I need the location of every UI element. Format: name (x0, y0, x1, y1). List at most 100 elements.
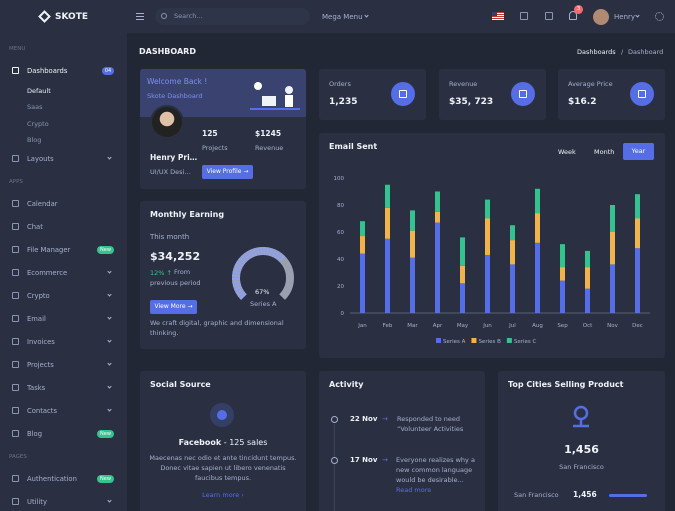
read-more-link[interactable]: Read more (396, 486, 432, 494)
bar-segment (585, 250, 590, 268)
activity-date: 17 Nov (350, 456, 378, 464)
x-tick-label: Feb (383, 323, 393, 329)
breadcrumb-item[interactable]: Dashboards (577, 48, 616, 56)
earning-gauge (232, 247, 294, 300)
nav-item[interactable]: Authentication (27, 474, 77, 483)
legend-label: Series B (478, 339, 501, 345)
nav-item[interactable]: Calendar (27, 199, 58, 208)
bar-segment (560, 280, 565, 313)
tab[interactable]: Week (558, 148, 576, 156)
bar-segment (385, 184, 390, 208)
activity-date: 22 Nov (350, 415, 378, 423)
nav-item[interactable]: File Manager (27, 245, 71, 254)
nav-item[interactable]: Contacts (27, 406, 57, 415)
bar-segment (585, 267, 590, 289)
bar-segment (385, 238, 390, 313)
bar-segment (610, 205, 615, 232)
legend-label: Series A (443, 339, 466, 345)
button-label: View Profile (206, 168, 242, 175)
x-tick-label: Sep (557, 323, 568, 329)
nav-item[interactable]: Email (27, 314, 46, 323)
nav-item[interactable]: Tasks (27, 383, 46, 392)
nav-item[interactable]: Layouts (27, 154, 54, 163)
x-tick-label: Dec (632, 323, 643, 329)
city-total: 1,456 (564, 443, 599, 456)
nav-badge: New (97, 245, 114, 254)
nav-badge: New (97, 429, 114, 438)
period-label: This month (150, 233, 190, 241)
nav-item[interactable]: Crypto (27, 291, 50, 300)
stat-value: $16.2 (568, 97, 597, 107)
button-label: View More (154, 303, 186, 310)
y-tick-label: 100 (334, 176, 345, 182)
x-tick-label: Jul (508, 323, 516, 329)
nav-icon (12, 268, 19, 276)
nav-icon (12, 199, 19, 207)
nav-subitem[interactable]: Default (27, 87, 51, 95)
mega-menu[interactable]: Mega Menu (322, 13, 363, 21)
nav-subitem[interactable]: Blog (27, 135, 42, 144)
city-progress (609, 494, 647, 497)
top-cities-card (498, 371, 665, 511)
sidebar-section-title: MENU (9, 46, 26, 52)
bar-segment (410, 210, 415, 231)
nav-item[interactable]: Ecommerce (27, 268, 68, 277)
view-more-button[interactable]: View More → (150, 300, 197, 314)
social-source-card (140, 371, 306, 511)
timeline-dot (331, 457, 338, 464)
card-title: Top Cities Selling Product (508, 380, 624, 389)
network-name: Facebook (178, 438, 222, 447)
activity-arrow: → (382, 456, 388, 464)
language-flag[interactable] (492, 12, 504, 20)
activity-text: Everyone realizes why a new common langu… (396, 455, 476, 495)
nav-subitem[interactable]: Saas (27, 103, 43, 112)
nav-item[interactable]: Projects (27, 360, 54, 369)
stat-label: Average Price (568, 80, 613, 88)
activity-text: Responded to need “Volunteer Activities (397, 415, 464, 433)
bar-segment (360, 221, 365, 237)
y-tick-label: 40 (337, 257, 344, 263)
menu-toggle[interactable] (136, 13, 144, 20)
nav-icon (12, 337, 19, 345)
bar-segment (535, 213, 540, 243)
revenue-label: Revenue (255, 144, 284, 152)
link-label[interactable]: Learn more (202, 491, 240, 499)
apps-icon[interactable] (520, 12, 528, 20)
bar-segment (485, 254, 490, 313)
nav-item[interactable]: Dashboards (27, 67, 68, 75)
user-avatar[interactable] (593, 9, 609, 25)
settings-icon[interactable] (655, 12, 664, 21)
nav-badge: 04 (102, 67, 114, 75)
search-box[interactable] (155, 8, 310, 25)
nav-icon (12, 291, 19, 299)
nav-icon (12, 154, 19, 162)
bar-segment (560, 267, 565, 281)
y-tick-label: 0 (341, 311, 345, 317)
y-tick-label: 20 (337, 284, 344, 290)
nav-item[interactable]: Blog (27, 429, 43, 438)
bar-segment (635, 194, 640, 219)
card-title: Social Source (150, 380, 211, 389)
nav-item[interactable]: Invoices (27, 337, 55, 346)
sidebar-section-title: PAGES (9, 453, 27, 460)
city-row-name: San Francisco (514, 491, 559, 499)
bar-segment (510, 264, 515, 313)
fullscreen-icon[interactable] (545, 12, 553, 20)
learn-more-link[interactable]: Learn more › (202, 491, 244, 499)
nav-subitem[interactable]: Crypto (27, 119, 49, 128)
bar-segment (535, 188, 540, 214)
bar-segment (410, 230, 415, 258)
gauge-track (232, 247, 294, 300)
view-profile-button[interactable]: View Profile → (202, 165, 253, 179)
search-icon (161, 13, 167, 19)
user-name[interactable]: Henry (614, 13, 636, 21)
stat-icon (630, 82, 654, 106)
notification-icon[interactable] (569, 11, 577, 20)
welcome-subtitle: Skote Dashboard (147, 92, 203, 100)
nav-badge: New (97, 474, 114, 483)
nav-item[interactable]: Chat (27, 222, 43, 231)
tab[interactable]: Month (594, 148, 615, 156)
tab-active[interactable]: Year (623, 143, 654, 160)
nav-item[interactable]: Utility (27, 497, 47, 506)
